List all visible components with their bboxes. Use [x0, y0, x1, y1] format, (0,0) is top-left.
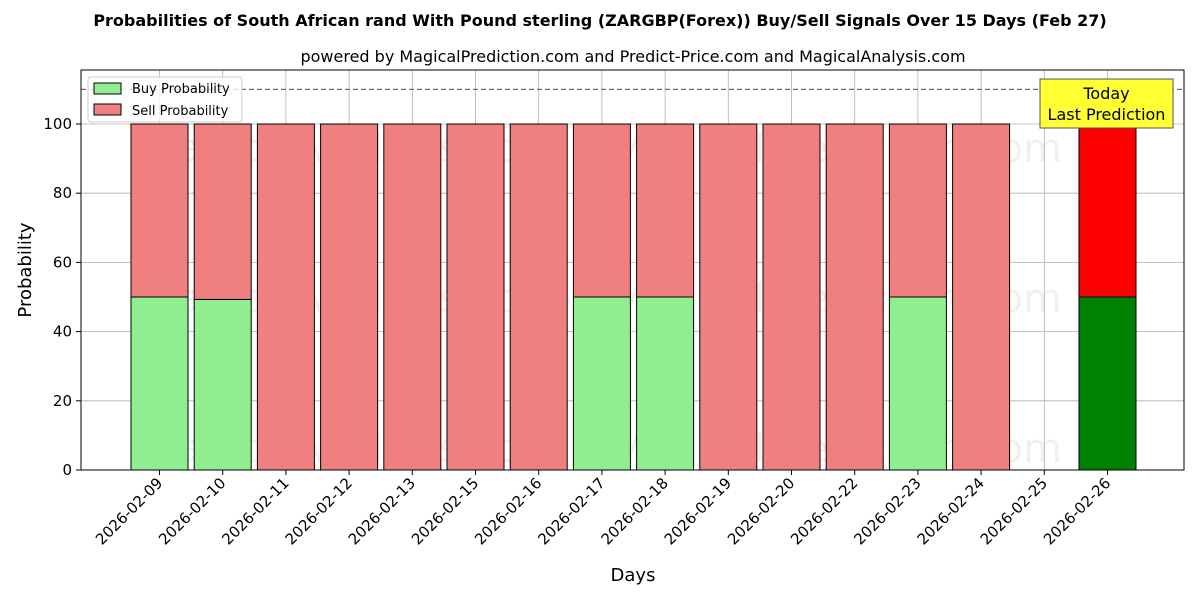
- x-tick-label: 2026-02-16: [471, 474, 545, 548]
- y-tick-label: 60: [53, 253, 72, 271]
- buy-bar: [1078, 296, 1137, 471]
- sell-bar: [446, 123, 505, 471]
- legend-label-buy: Buy Probability: [132, 82, 230, 97]
- sell-bar: [825, 123, 884, 471]
- x-tick-label: 2026-02-11: [218, 474, 292, 548]
- sell-bar: [636, 123, 695, 298]
- buy-bar: [193, 298, 252, 471]
- chart-subtitle: powered by MagicalPrediction.com and Pre…: [300, 47, 965, 66]
- buy-bar: [130, 296, 189, 471]
- y-tick-label: 0: [62, 461, 72, 479]
- y-axis-label: Probability: [15, 222, 36, 317]
- sell-bar: [762, 123, 821, 471]
- x-tick-label: 2026-02-22: [787, 474, 861, 548]
- buy-bar: [888, 296, 947, 471]
- x-tick-label: 2026-02-24: [914, 474, 988, 548]
- x-tick-label: 2026-02-09: [92, 474, 166, 548]
- x-tick-label: 2026-02-17: [534, 474, 608, 548]
- x-tick-label: 2026-02-25: [977, 474, 1051, 548]
- y-tick-label: 20: [53, 392, 72, 410]
- y-tick-label: 100: [43, 115, 72, 133]
- annotation-box: [1039, 78, 1174, 129]
- x-axis: 2026-02-092026-02-102026-02-112026-02-12…: [92, 470, 1114, 548]
- today-annotation: Today Last Prediction: [1039, 78, 1174, 129]
- x-axis-label: Days: [611, 565, 656, 586]
- sell-bar: [952, 123, 1011, 471]
- annotation-text: Today: [1082, 84, 1129, 103]
- y-tick-label: 80: [53, 184, 72, 202]
- sell-bar: [193, 123, 252, 300]
- x-tick-label: 2026-02-26: [1040, 474, 1114, 548]
- sell-bar: [1078, 123, 1137, 298]
- x-tick-label: 2026-02-18: [598, 474, 672, 548]
- annotation-text: Last Prediction: [1048, 105, 1166, 124]
- legend-box: [87, 76, 243, 123]
- sell-bar: [383, 123, 442, 471]
- legend-swatch-buy: [93, 82, 122, 95]
- sell-bar: [572, 123, 631, 298]
- bars-layer: [130, 123, 1137, 471]
- x-tick-label: 2026-02-15: [408, 474, 482, 548]
- plot-frame: [80, 69, 1185, 471]
- sell-bar: [256, 123, 315, 471]
- y-axis: 0 20 40 60 80 100: [43, 115, 81, 479]
- sell-bar: [888, 123, 947, 298]
- x-tick-label: 2026-02-10: [155, 474, 229, 548]
- x-tick-label: 2026-02-13: [345, 474, 419, 548]
- sell-bar: [130, 123, 189, 298]
- legend-label-sell: Sell Probability: [132, 104, 229, 119]
- legend: Buy Probability Sell Probability: [87, 76, 243, 123]
- x-tick-label: 2026-02-23: [850, 474, 924, 548]
- x-tick-label: 2026-02-19: [661, 474, 735, 548]
- sell-bar: [699, 123, 758, 471]
- buy-bar: [572, 296, 631, 471]
- y-tick-label: 40: [53, 323, 72, 341]
- sell-bar: [320, 123, 379, 471]
- buy-bar: [636, 296, 695, 471]
- x-tick-label: 2026-02-12: [282, 474, 356, 548]
- chart-title: Probabilities of South African rand With…: [93, 11, 1106, 30]
- x-tick-label: 2026-02-20: [724, 474, 798, 548]
- legend-swatch-sell: [93, 103, 122, 116]
- sell-bar: [509, 123, 568, 471]
